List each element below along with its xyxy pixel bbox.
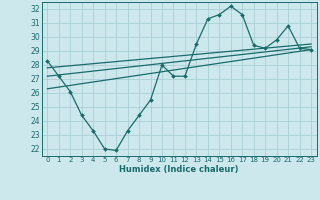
X-axis label: Humidex (Indice chaleur): Humidex (Indice chaleur) — [119, 165, 239, 174]
